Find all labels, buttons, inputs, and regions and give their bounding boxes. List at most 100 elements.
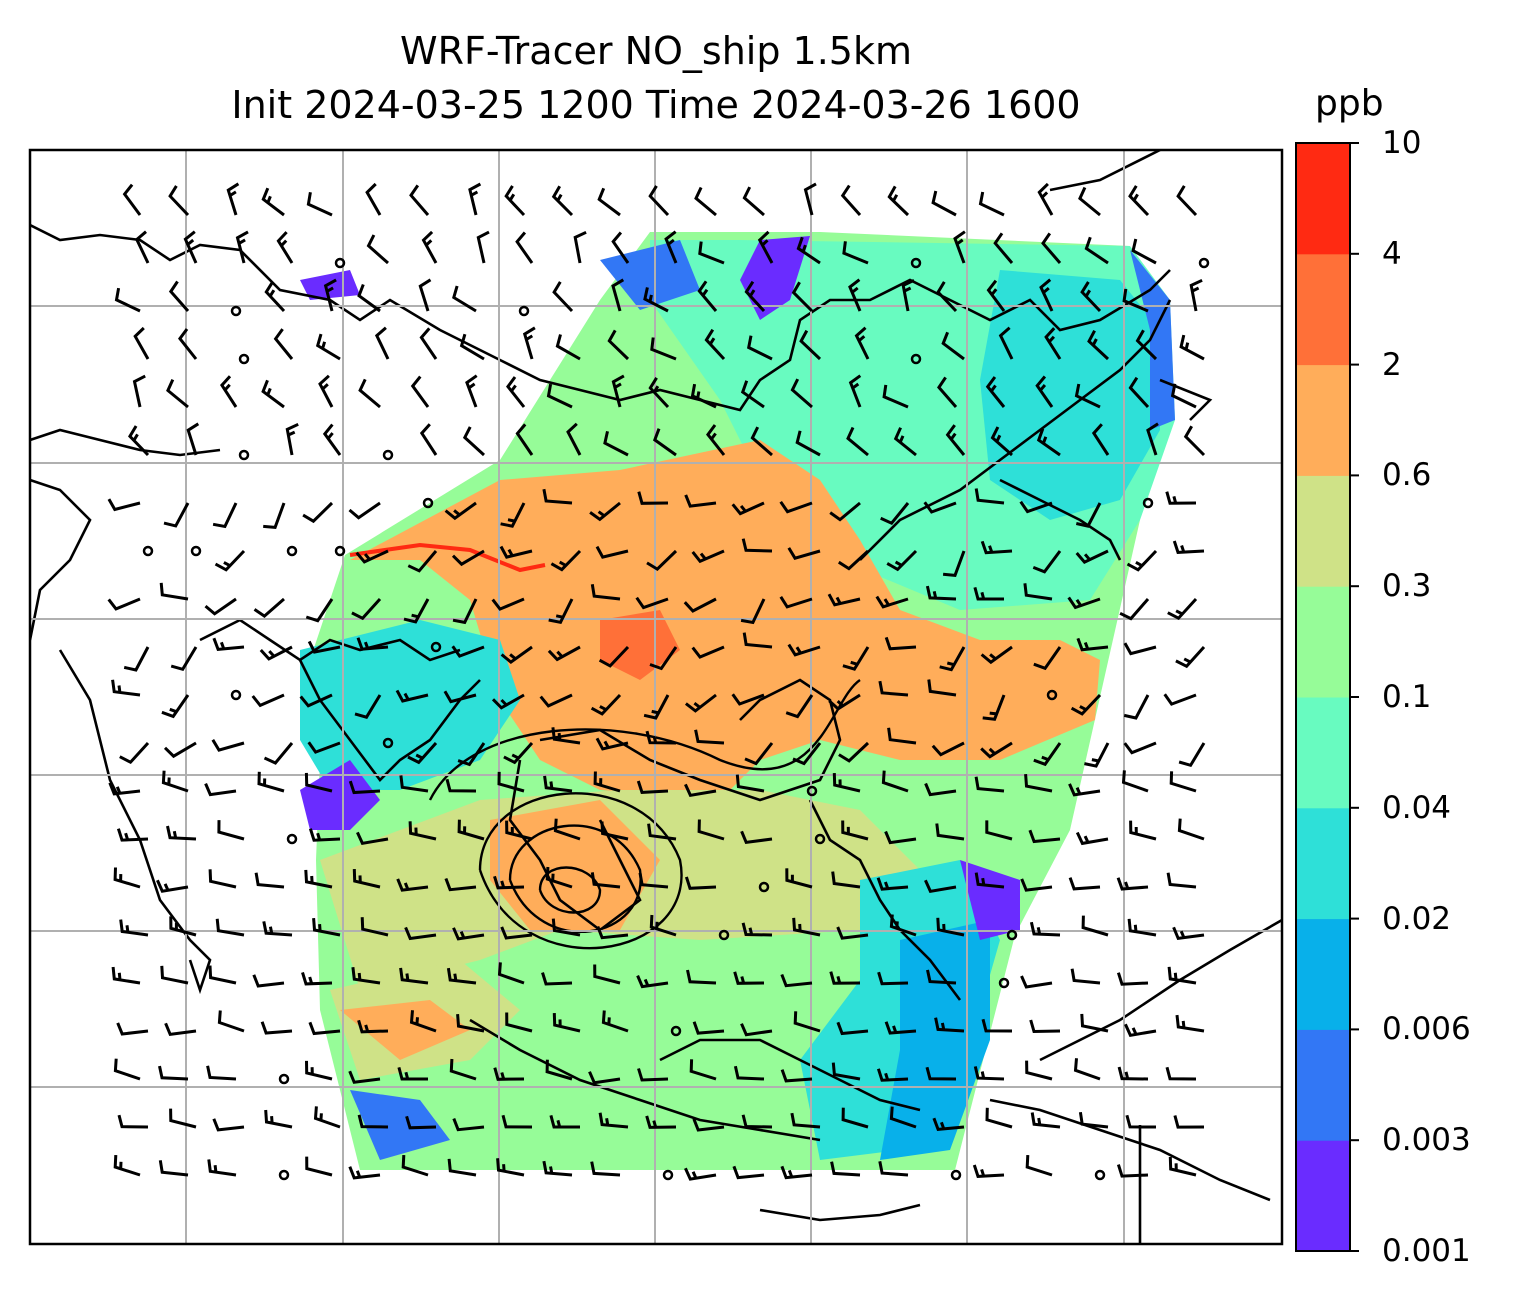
wind-barb xyxy=(694,186,717,217)
wind-barb xyxy=(334,545,346,557)
wind-barb xyxy=(692,1118,725,1132)
wind-barb xyxy=(611,231,630,264)
wind-barb xyxy=(491,693,525,710)
wind-barb xyxy=(877,971,909,986)
wind-barb xyxy=(1123,642,1157,656)
wind-barb xyxy=(408,821,437,841)
wind-barb xyxy=(493,875,525,890)
wind-barb xyxy=(318,374,334,408)
wind-barb xyxy=(780,1069,813,1083)
wind-barb xyxy=(932,1117,965,1131)
wind-barb xyxy=(357,283,381,313)
wind-barb xyxy=(697,819,725,841)
wind-barb xyxy=(1068,783,1101,797)
wind-barb xyxy=(1070,968,1101,985)
wind-barb xyxy=(551,185,574,217)
wind-barb xyxy=(403,598,430,624)
coastlines xyxy=(30,150,1282,1244)
wind-barb xyxy=(399,775,429,793)
wind-barb xyxy=(111,679,141,697)
wind-barb xyxy=(1080,281,1102,313)
wind-barb xyxy=(1123,741,1157,755)
wind-barb xyxy=(161,770,189,793)
wind-barb xyxy=(206,1065,237,1081)
wind-barb xyxy=(212,1118,245,1132)
wind-barb xyxy=(1073,1058,1101,1081)
wind-barb xyxy=(276,231,294,264)
wind-barb xyxy=(876,877,909,891)
wind-barb xyxy=(542,488,573,505)
wind-barb xyxy=(220,375,238,408)
wind-barb xyxy=(1030,1112,1061,1129)
wind-barb xyxy=(419,327,438,360)
wind-barb xyxy=(590,693,622,716)
wind-barb xyxy=(444,501,477,521)
wind-barb xyxy=(493,1067,525,1081)
wind-barb xyxy=(273,328,294,360)
wind-barb xyxy=(684,693,717,713)
wind-barb xyxy=(170,646,198,672)
wind-barb xyxy=(650,337,677,361)
wind-barb xyxy=(1119,598,1150,621)
wind-barb xyxy=(334,257,346,269)
wind-barb xyxy=(251,693,285,708)
wind-barb xyxy=(452,1118,485,1132)
wind-barb xyxy=(925,1066,957,1081)
wind-barb xyxy=(828,693,861,711)
colorbar-tick-label: 0.02 xyxy=(1382,900,1452,937)
wind-barb xyxy=(684,783,717,797)
wind-barb xyxy=(178,328,198,360)
wind-barb xyxy=(698,241,725,265)
wind-barb xyxy=(418,278,432,312)
wind-barb xyxy=(1166,872,1197,889)
wind-barb xyxy=(457,742,486,767)
wind-barb xyxy=(357,1114,389,1129)
wind-barb xyxy=(1067,596,1101,610)
wind-barbs xyxy=(107,182,1210,1181)
wind-barb xyxy=(230,689,242,701)
wind-barb xyxy=(942,550,966,577)
colorbar-tick-label: 0.001 xyxy=(1382,1233,1471,1269)
wind-barb xyxy=(449,1058,477,1081)
wind-barb xyxy=(405,1115,437,1130)
wind-barb xyxy=(113,1155,141,1177)
wind-barb xyxy=(522,326,536,360)
wind-barb xyxy=(829,501,861,522)
wind-barb xyxy=(278,1073,290,1085)
wind-barb xyxy=(305,598,334,623)
wind-barb xyxy=(941,331,965,361)
wind-barb xyxy=(1036,428,1061,457)
wind-barb xyxy=(217,820,245,841)
wind-barb xyxy=(116,1022,149,1036)
wind-barb xyxy=(830,1161,861,1177)
wind-barb xyxy=(637,1068,669,1082)
wind-barb xyxy=(611,374,625,408)
wind-barb xyxy=(254,872,285,889)
wind-barb xyxy=(382,737,394,749)
wind-barb xyxy=(836,1021,869,1036)
wind-barb xyxy=(741,538,773,553)
wind-barb xyxy=(733,971,765,985)
wind-barb xyxy=(731,693,765,706)
wind-barb xyxy=(998,977,1010,989)
wind-barb xyxy=(1074,383,1101,409)
wind-barb xyxy=(590,872,621,889)
wind-barb xyxy=(142,545,154,557)
wind-barb xyxy=(836,926,869,940)
colorbar-ticks xyxy=(1350,142,1359,1252)
wind-barb xyxy=(636,975,669,989)
wind-barb xyxy=(779,500,813,514)
wind-barb xyxy=(1084,236,1109,265)
wind-barb xyxy=(315,333,341,361)
wind-barb xyxy=(684,494,717,508)
wind-barb xyxy=(235,230,249,264)
wind-barb xyxy=(980,540,1013,555)
wind-barb xyxy=(780,1165,813,1180)
wind-barb xyxy=(304,869,333,889)
wind-barb xyxy=(924,879,957,893)
colorbar-tick-label: 0.003 xyxy=(1382,1122,1471,1159)
wind-barb xyxy=(348,780,381,795)
wind-barb xyxy=(215,918,245,937)
wind-barb xyxy=(690,383,717,409)
wind-barb xyxy=(935,823,965,841)
